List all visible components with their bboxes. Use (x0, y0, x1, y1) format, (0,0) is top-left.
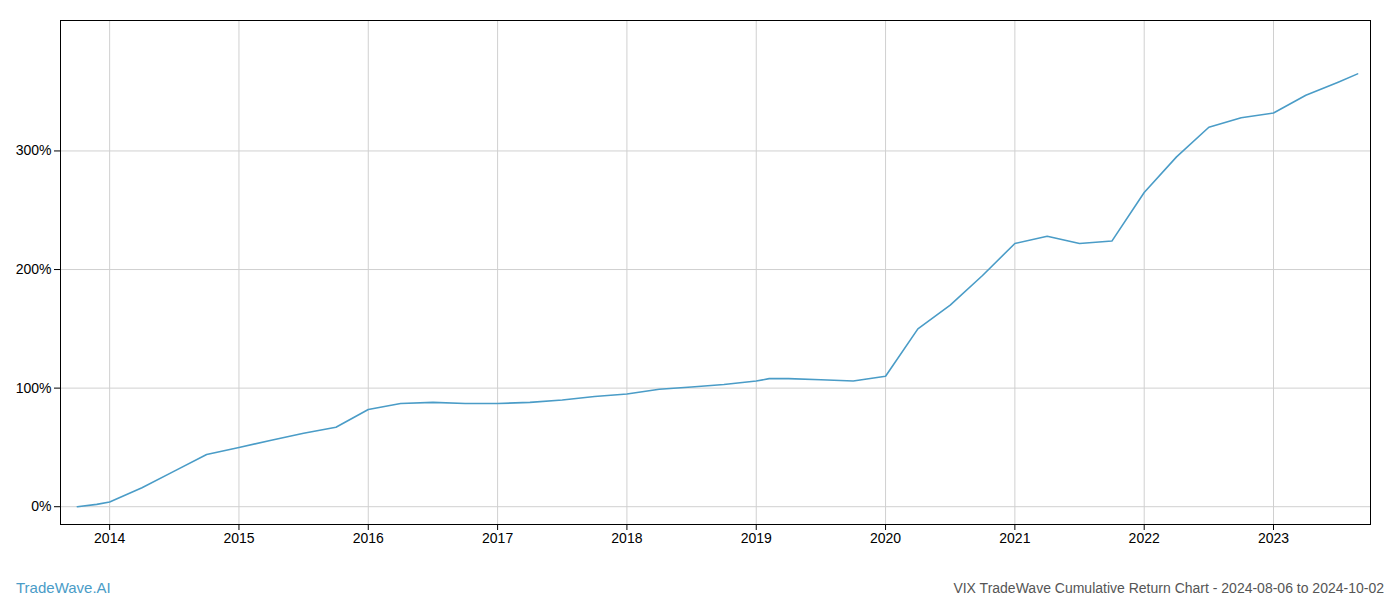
svg-text:2017: 2017 (482, 530, 513, 546)
html-text:VIX TradeWave Cumulative Retur: VIX TradeWave Cumulative Return Chart - … (953, 580, 1384, 596)
html-text:TradeWave.AI: TradeWave.AI (16, 579, 111, 596)
svg-text:2022: 2022 (1129, 530, 1160, 546)
svg-text:2021: 2021 (999, 530, 1030, 546)
svg-text:200%: 200% (16, 261, 52, 277)
svg-text:0%: 0% (31, 498, 51, 514)
svg-text:2016: 2016 (353, 530, 384, 546)
svg-text:2015: 2015 (223, 530, 254, 546)
svg-text:300%: 300% (16, 142, 52, 158)
svg-text:2014: 2014 (94, 530, 125, 546)
svg-text:100%: 100% (16, 380, 52, 396)
svg-text:2023: 2023 (1258, 530, 1289, 546)
svg-text:2018: 2018 (611, 530, 642, 546)
svg-text:2020: 2020 (870, 530, 901, 546)
svg-text:2019: 2019 (741, 530, 772, 546)
